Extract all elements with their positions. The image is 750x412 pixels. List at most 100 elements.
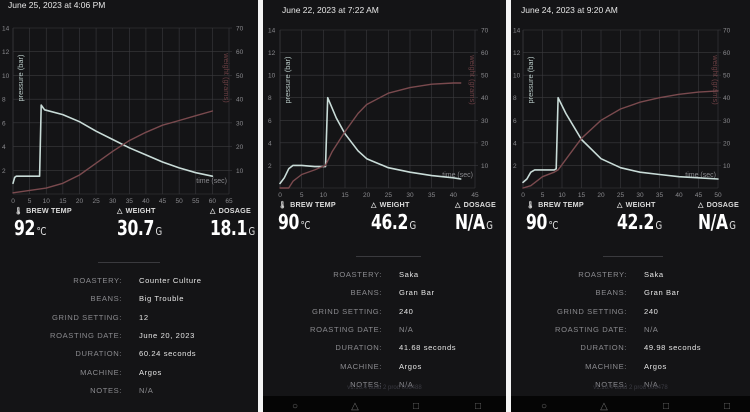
weight-unit: G [155,225,163,238]
scale-icon: △ [210,207,216,215]
detail-value: N/A [644,324,659,334]
detail-row: ROASTING DATE: June 20, 2023 [0,331,258,345]
detail-value: Argos [139,367,162,377]
svg-text:4: 4 [2,144,6,151]
section-divider [98,262,160,263]
thermometer-icon: 🌡︎ [526,201,536,209]
detail-row: ROASTERY: Saka [511,270,750,284]
detail-value: Big Trouble [139,294,185,304]
dosage-stat: △ DOSAGE N/A G [455,200,503,237]
svg-text:55: 55 [192,198,200,204]
svg-text:14: 14 [268,28,276,35]
detail-value: Saka [644,270,664,279]
recents-icon[interactable]: □ [412,401,420,412]
version-text: v1.16.4 build 2 prod 008488 [347,385,422,391]
pressure-series-line [522,96,719,184]
detail-key: ROASTING DATE: [310,324,382,334]
back-icon[interactable]: ○ [540,401,548,412]
brew-temp-unit: °C [300,219,311,232]
back-icon[interactable]: ○ [291,401,299,412]
svg-text:4: 4 [268,140,272,147]
system-navbar: ○ △ □ □ [263,396,506,412]
svg-text:12: 12 [2,49,10,56]
svg-text:14: 14 [513,28,521,35]
svg-text:8: 8 [2,97,6,104]
svg-text:50: 50 [714,192,722,199]
svg-text:10: 10 [723,163,731,170]
recents-icon[interactable]: □ [662,401,670,412]
svg-text:45: 45 [471,192,479,199]
svg-text:10: 10 [320,192,328,199]
svg-text:40: 40 [450,192,458,199]
brew-temp-label: BREW TEMP [290,200,336,209]
dosage-stat: △ DOSAGE N/A G [698,200,746,237]
svg-text:2: 2 [513,163,517,170]
shot-panel-2: June 22, 2023 at 7:22 AM 0 5 10 15 20 25 30 35 4… [263,0,506,412]
shot-panel-1: June 25, 2023 at 4:06 PM 0 5 10 15 20 25 30 35 4… [0,0,258,412]
brew-temp-label: BREW TEMP [538,200,584,209]
detail-value: June 20, 2023 [139,330,195,340]
svg-text:50: 50 [723,73,731,80]
svg-text:20: 20 [76,198,84,204]
detail-key: NOTES: [595,379,627,389]
square-icon[interactable]: □ [723,401,731,412]
system-navbar: ○ △ □ □ [511,396,750,412]
shot-date: June 22, 2023 at 7:22 AM [282,5,379,15]
svg-text:10: 10 [481,163,489,170]
dosage-label: DOSAGE [706,200,739,209]
home-icon[interactable]: △ [600,401,608,412]
detail-key: NOTES: [90,385,122,395]
detail-row: NOTES: N/A [0,386,258,400]
detail-key: BEANS: [350,288,382,298]
svg-text:35: 35 [428,192,436,199]
svg-text:30: 30 [236,120,244,127]
svg-text:40: 40 [675,192,683,199]
detail-key: BEANS: [90,294,122,304]
svg-text:8: 8 [513,95,517,102]
svg-text:5: 5 [541,192,545,199]
square-icon[interactable]: □ [474,401,482,412]
svg-text:time (sec): time (sec) [685,172,716,179]
svg-text:0: 0 [11,198,15,204]
brew-temp-unit: °C [548,219,559,232]
detail-row: ROASTERY: Saka [263,270,506,284]
detail-value: 12 [139,312,149,322]
dosage-label: DOSAGE [463,200,496,209]
shot-panel-3: June 24, 2023 at 9:20 AM 0 5 10 15 20 25 30 35 4… [511,0,750,412]
brew-temp-stat: 🌡︎ BREW TEMP 92 °C [14,206,72,243]
detail-value: N/A [644,379,659,389]
svg-text:30: 30 [723,118,731,125]
svg-text:weight (grams): weight (grams) [222,52,231,103]
detail-key: MACHINE: [80,367,122,377]
weight-stat: △ WEIGHT 46.2 G [371,200,428,237]
detail-key: DURATION: [335,343,382,353]
detail-row: BEANS: Gran Bar [263,288,506,302]
svg-text:30: 30 [636,192,644,199]
detail-key: ROASTERY: [578,270,627,279]
panel-divider [258,0,263,412]
brew-temp-unit: °C [36,225,47,238]
scale-icon: △ [117,207,123,215]
detail-row: DURATION: 41.68 seconds [263,343,506,357]
svg-text:25: 25 [617,192,625,199]
svg-text:40: 40 [723,95,731,102]
detail-value: 240 [399,306,414,316]
svg-text:40: 40 [236,97,244,104]
svg-text:65: 65 [225,198,233,204]
svg-text:20: 20 [723,140,731,147]
stats-row: 🌡︎ BREW TEMP 90 °C △ WEIGHT 42.2 G △ DOSAGE N… [511,200,750,240]
detail-row: DURATION: 60.24 seconds [0,349,258,363]
svg-text:2: 2 [268,163,272,170]
detail-key: GRIND SETTING: [557,306,627,316]
svg-text:10: 10 [2,73,10,80]
svg-text:10: 10 [236,168,244,175]
detail-value: Counter Culture [139,276,202,285]
stats-row: 🌡︎ BREW TEMP 90 °C △ WEIGHT 46.2 G △ DOSAGE N… [263,200,506,240]
detail-key: ROASTING DATE: [555,324,627,334]
home-icon[interactable]: △ [351,401,359,412]
scale-icon: △ [455,201,461,209]
pressure-series-line [279,96,462,185]
detail-key: GRIND SETTING: [312,306,382,316]
svg-text:14: 14 [2,26,10,33]
svg-text:pressure (bar): pressure (bar) [526,56,535,104]
